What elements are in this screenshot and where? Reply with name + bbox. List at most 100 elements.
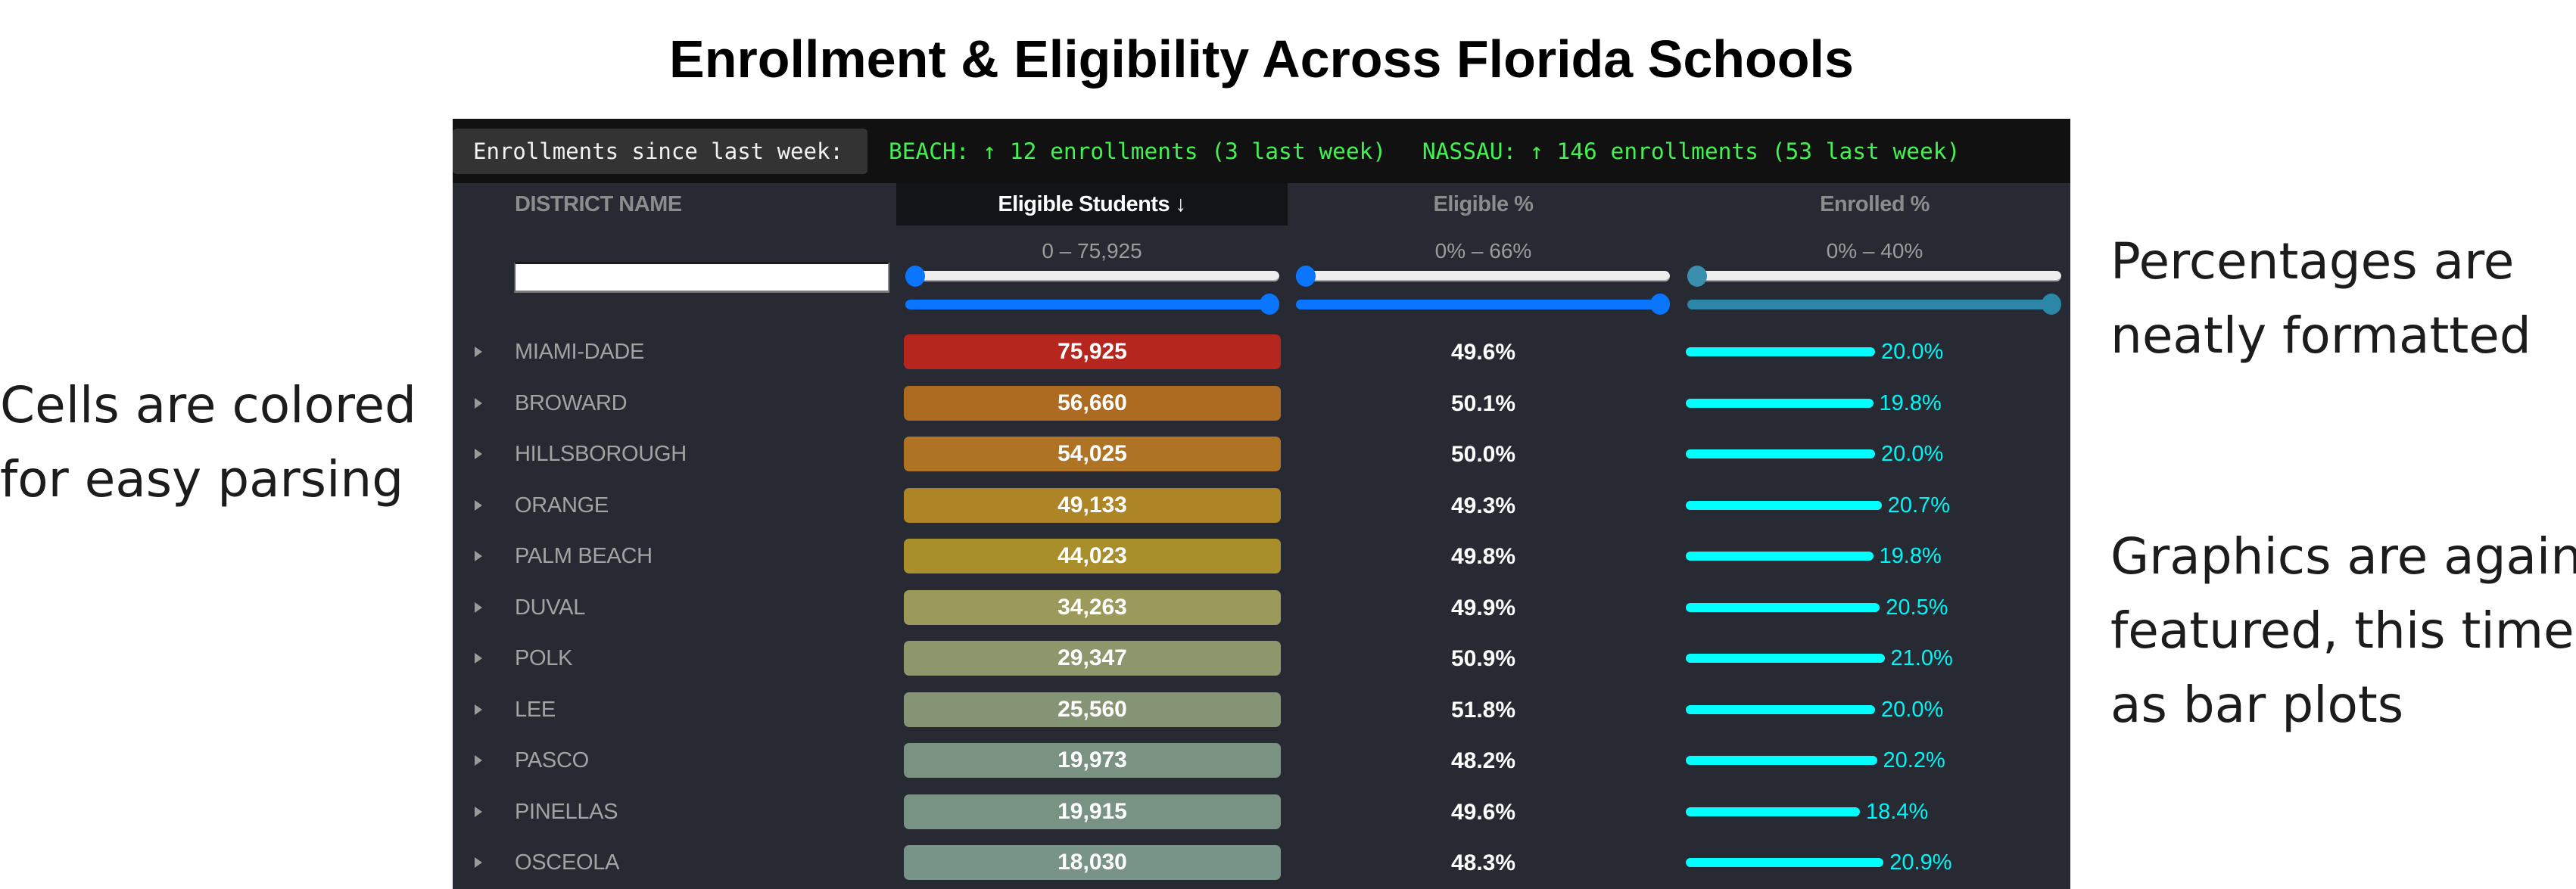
enrolled-pct-label: 20.5% <box>1886 595 1948 620</box>
enrolled-pct-label: 20.0% <box>1881 340 1944 364</box>
eligible-pct-min-slider-thumb[interactable] <box>1296 266 1316 287</box>
eligible-students-cell: 25,560 <box>904 692 1281 727</box>
eligible-students-range-label: 0 – 75,925 <box>1042 239 1142 263</box>
eligible-students-min-slider-thumb[interactable] <box>905 266 925 287</box>
eligible-students-cell: 75,925 <box>904 334 1281 369</box>
table-row[interactable]: OSCEOLA 18,030 48.3% 20.9% <box>453 838 2070 888</box>
eligible-pct-min-slider[interactable] <box>1296 266 1670 287</box>
eligible-students-cell: 19,973 <box>904 743 1281 778</box>
table-row[interactable]: ORANGE 49,133 49.3% 20.7% <box>453 480 2070 531</box>
enrolled-pct-bar <box>1686 858 1884 867</box>
enrolled-pct-range-label: 0% – 40% <box>1826 239 1923 263</box>
table-row[interactable]: PALM BEACH 44,023 49.8% 19.8% <box>453 531 2070 582</box>
district-name: POLK <box>515 646 573 670</box>
enrolled-pct-label: 19.8% <box>1879 390 1942 415</box>
eligible-students-min-slider[interactable] <box>905 266 1279 287</box>
ticker-item: BEACH: ↑ 12 enrollments (3 last week) <box>889 138 1387 164</box>
eligible-pct-max-slider[interactable] <box>1296 294 1670 315</box>
eligible-pct-max-slider-thumb[interactable] <box>1650 294 1670 315</box>
eligible-pct-cell: 50.1% <box>1450 390 1516 416</box>
eligible-pct-cell: 49.6% <box>1450 799 1516 825</box>
eligible-pct-cell: 50.0% <box>1450 442 1516 467</box>
expand-row-icon[interactable] <box>475 857 482 868</box>
enrolled-pct-bar <box>1686 347 1875 356</box>
eligible-pct-cell: 49.9% <box>1450 595 1516 620</box>
eligible-students-cell: 18,030 <box>904 845 1281 880</box>
eligible-pct-cell: 49.6% <box>1450 340 1516 365</box>
eligible-students-cell: 44,023 <box>904 539 1281 573</box>
district-name: OSCEOLA <box>515 850 620 875</box>
enrolled-pct-min-slider-thumb[interactable] <box>1687 266 1707 287</box>
table-row[interactable]: PASCO 19,973 48.2% 20.2% <box>453 735 2070 786</box>
table-row[interactable]: BROWARD 56,660 50.1% 19.8% <box>453 378 2070 429</box>
district-name: LEE <box>515 697 556 722</box>
expand-row-icon[interactable] <box>475 499 482 511</box>
column-header-eligible-students[interactable]: Eligible Students ↓ <box>896 183 1288 225</box>
column-header-enrolled-pct[interactable]: Enrolled % <box>1820 192 1930 216</box>
eligible-pct-cell: 50.9% <box>1450 646 1516 671</box>
eligible-students-cell: 49,133 <box>904 487 1281 523</box>
expand-row-icon[interactable] <box>475 806 482 817</box>
eligible-students-max-slider-thumb[interactable] <box>1260 294 1279 315</box>
eligible-students-cell: 29,347 <box>904 641 1281 676</box>
enrolled-pct-max-slider[interactable] <box>1687 294 2061 315</box>
district-name: HILLSBOROUGH <box>515 442 687 466</box>
table-row[interactable]: DUVAL 34,263 49.9% 20.5% <box>453 583 2070 633</box>
expand-row-icon[interactable] <box>475 704 482 715</box>
eligible-students-max-slider[interactable] <box>905 294 1279 315</box>
expand-row-icon[interactable] <box>475 601 482 613</box>
enrollment-ticker: Enrollments since last week: BEACH: ↑ 12… <box>453 119 2070 183</box>
enrolled-pct-label: 20.0% <box>1881 442 1944 466</box>
annotation-graphics: Graphics are again featured, this time a… <box>2110 527 2576 734</box>
eligible-pct-cell: 48.3% <box>1450 850 1516 875</box>
annotation-cells-colored: Cells are colored for easy parsing <box>0 376 417 508</box>
expand-row-icon[interactable] <box>475 347 482 357</box>
enrolled-pct-bar <box>1686 500 1882 510</box>
expand-row-icon[interactable] <box>475 449 482 459</box>
enrolled-pct-bar <box>1686 602 1880 612</box>
district-name: DUVAL <box>515 595 586 620</box>
eligible-pct-cell: 49.8% <box>1450 544 1516 569</box>
table-row[interactable]: HILLSBOROUGH 54,025 50.0% 20.0% <box>453 429 2070 480</box>
enrolled-pct-label: 20.2% <box>1883 748 1945 772</box>
enrolled-pct-label: 19.8% <box>1879 544 1942 568</box>
enrolled-pct-bar <box>1686 654 1885 663</box>
enrolled-pct-label: 20.0% <box>1881 697 1944 722</box>
expand-row-icon[interactable] <box>475 397 482 409</box>
expand-row-icon[interactable] <box>475 755 482 766</box>
eligible-students-cell: 54,025 <box>904 437 1281 471</box>
data-table-panel: Enrollments since last week: BEACH: ↑ 12… <box>453 119 2070 889</box>
district-name: PALM BEACH <box>515 544 653 568</box>
ticker-item: NASSAU: ↑ 146 enrollments (53 last week) <box>1422 138 1961 164</box>
enrolled-pct-bar <box>1686 552 1874 561</box>
enrolled-pct-label: 20.7% <box>1887 493 1950 518</box>
table-row[interactable]: LEE 25,560 51.8% 20.0% <box>453 685 2070 735</box>
district-name: PASCO <box>515 748 589 772</box>
eligible-pct-cell: 48.2% <box>1450 748 1516 773</box>
eligible-pct-range-label: 0% – 66% <box>1434 239 1532 263</box>
expand-row-icon[interactable] <box>475 551 482 561</box>
district-name: PINELLAS <box>515 799 618 824</box>
district-name: ORANGE <box>515 493 609 518</box>
annotation-percentages: Percentages are neatly formatted <box>2110 232 2531 365</box>
page-title: Enrollment & Eligibility Across Florida … <box>669 30 1854 89</box>
eligible-students-cell: 56,660 <box>904 385 1281 421</box>
eligible-students-cell: 19,915 <box>904 794 1281 829</box>
table-row[interactable]: PINELLAS 19,915 49.6% 18.4% <box>453 787 2070 838</box>
eligible-students-cell: 34,263 <box>904 589 1281 625</box>
expand-row-icon[interactable] <box>475 653 482 664</box>
column-header-eligible-pct[interactable]: Eligible % <box>1433 192 1534 216</box>
column-header-district-name[interactable]: DISTRICT NAME <box>515 192 682 216</box>
ticker-items: BEACH: ↑ 12 enrollments (3 last week) NA… <box>889 129 1983 174</box>
eligible-pct-cell: 49.3% <box>1450 493 1516 518</box>
enrolled-pct-label: 20.9% <box>1889 850 1952 875</box>
enrolled-pct-bar <box>1686 704 1875 714</box>
enrolled-pct-bar <box>1686 449 1875 458</box>
enrolled-pct-max-slider-thumb[interactable] <box>2042 294 2061 315</box>
enrolled-pct-bar <box>1686 807 1860 816</box>
enrolled-pct-bar <box>1686 398 1874 408</box>
district-name-filter-input[interactable] <box>514 262 889 293</box>
enrolled-pct-min-slider[interactable] <box>1687 266 2061 287</box>
table-row[interactable]: MIAMI-DADE 75,925 49.6% 20.0% <box>453 327 2070 378</box>
table-row[interactable]: POLK 29,347 50.9% 21.0% <box>453 633 2070 684</box>
